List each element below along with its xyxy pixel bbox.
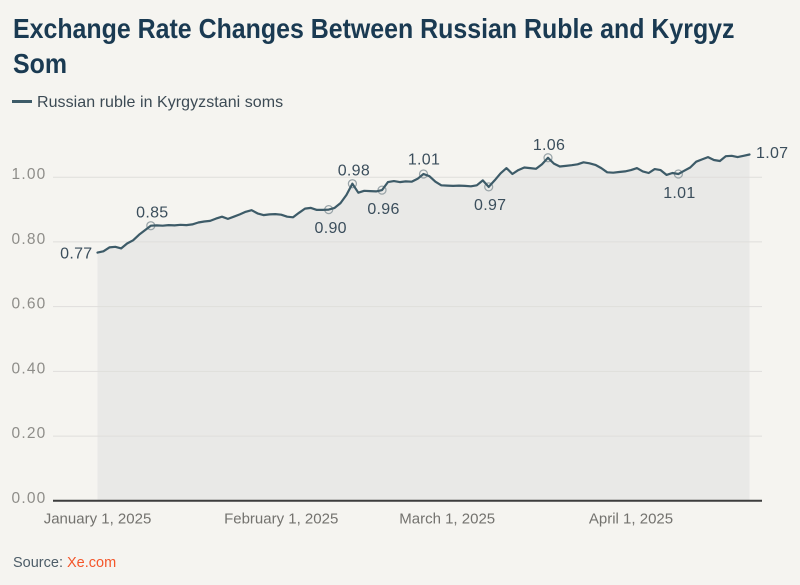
svg-text:0.00: 0.00 xyxy=(12,490,47,507)
svg-text:March 1, 2025: March 1, 2025 xyxy=(399,511,495,528)
svg-text:0.90: 0.90 xyxy=(315,220,347,237)
svg-text:1.06: 1.06 xyxy=(533,137,565,154)
svg-text:0.97: 0.97 xyxy=(474,197,506,214)
svg-text:0.77: 0.77 xyxy=(60,246,92,263)
svg-text:February 1, 2025: February 1, 2025 xyxy=(224,511,338,528)
svg-text:0.98: 0.98 xyxy=(338,163,370,180)
svg-text:1.00: 1.00 xyxy=(12,166,47,183)
svg-text:1.07: 1.07 xyxy=(756,145,788,162)
svg-text:0.40: 0.40 xyxy=(12,360,47,377)
svg-text:0.96: 0.96 xyxy=(367,201,399,218)
svg-text:0.20: 0.20 xyxy=(12,425,47,442)
svg-text:January 1, 2025: January 1, 2025 xyxy=(44,511,152,528)
svg-text:0.60: 0.60 xyxy=(12,296,47,313)
svg-text:0.85: 0.85 xyxy=(136,204,168,221)
svg-text:1.01: 1.01 xyxy=(663,185,695,202)
svg-text:1.01: 1.01 xyxy=(408,152,440,169)
svg-text:0.80: 0.80 xyxy=(12,231,47,248)
svg-text:April 1, 2025: April 1, 2025 xyxy=(589,511,673,528)
